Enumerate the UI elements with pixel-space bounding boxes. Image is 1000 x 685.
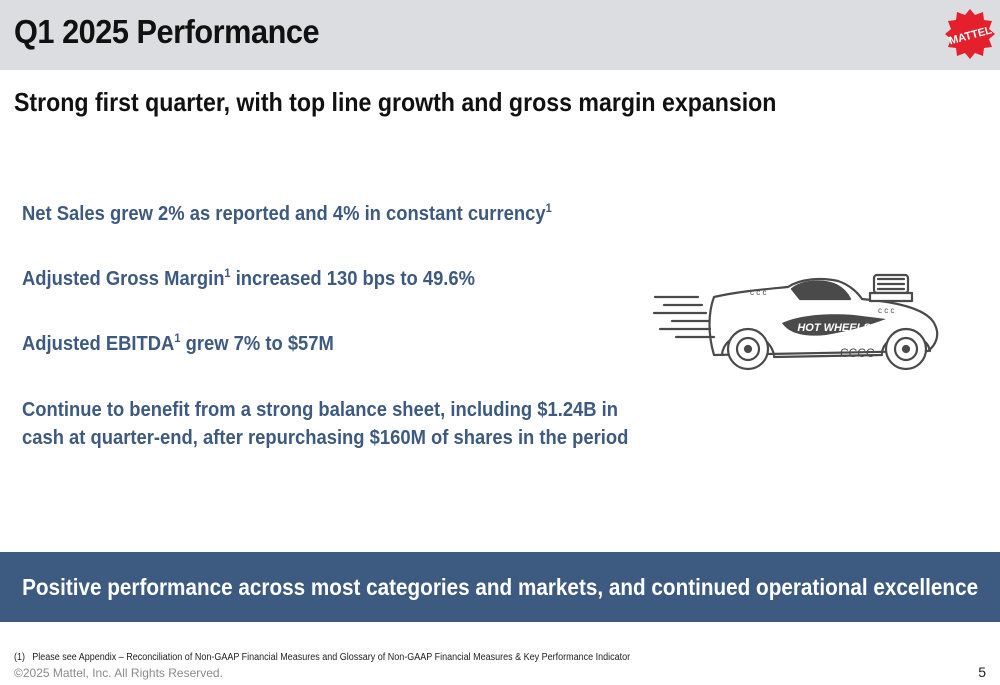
slide-title: Q1 2025 Performance xyxy=(14,13,320,50)
footnote: (1) Please see Appendix – Reconciliation … xyxy=(14,652,630,663)
footnote-text: Please see Appendix – Reconciliation of … xyxy=(32,652,631,663)
summary-banner: Positive performance across most categor… xyxy=(0,552,1000,622)
bullet-gross-margin: Adjusted Gross Margin1 increased 130 bps… xyxy=(22,266,476,290)
footnote-number: (1) xyxy=(14,652,26,663)
svg-text:CCCC: CCCC xyxy=(840,346,875,360)
bullet-balance-sheet: Continue to benefit from a strong balanc… xyxy=(22,399,629,449)
svg-text:c c c: c c c xyxy=(750,288,766,297)
svg-text:c c c: c c c xyxy=(878,306,894,315)
bullet-net-sales: Net Sales grew 2% as reported and 4% in … xyxy=(22,201,552,225)
mattel-logo: MATTEL xyxy=(942,6,998,62)
page-number: 5 xyxy=(978,664,986,680)
banner-text: Positive performance across most categor… xyxy=(22,573,978,600)
slide-subtitle: Strong first quarter, with top line grow… xyxy=(14,87,777,117)
hot-wheels-text: HOT WHEELS xyxy=(797,322,871,334)
header-bar: Q1 2025 Performance MATTEL xyxy=(0,0,1000,70)
hot-wheels-car-icon: c c c c c c HOT WHEELS CCCC xyxy=(650,265,950,385)
bullet-ebitda: Adjusted EBITDA1 grew 7% to $57M xyxy=(22,331,334,355)
copyright: ©2025 Mattel, Inc. All Rights Reserved. xyxy=(14,666,223,680)
